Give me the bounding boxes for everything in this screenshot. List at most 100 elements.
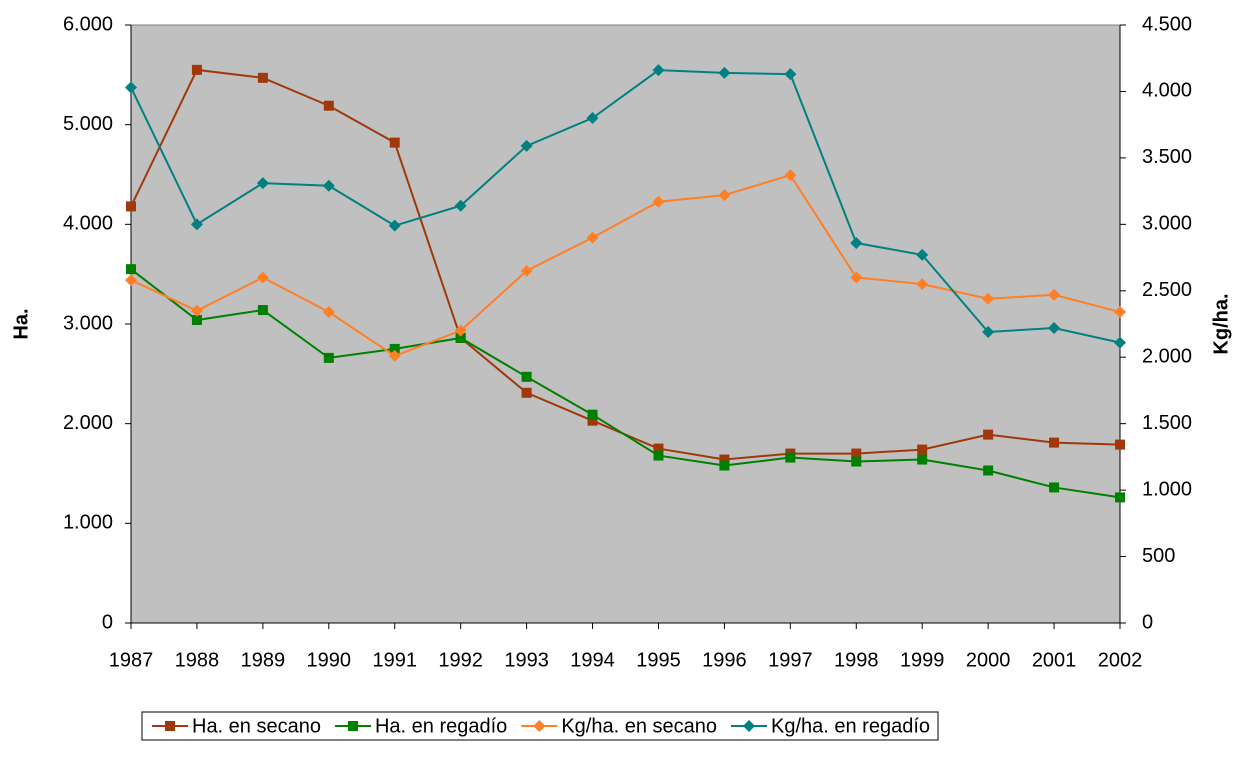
y2-tick-label: 3.000 [1142, 213, 1192, 235]
y2-tick-label: 0 [1142, 611, 1153, 633]
marker [850, 271, 863, 284]
marker [916, 248, 929, 261]
marker [1114, 336, 1126, 349]
y-tick-label: 0 [102, 611, 113, 633]
marker [165, 721, 175, 731]
marker [256, 271, 269, 284]
marker [521, 371, 532, 382]
marker [455, 332, 466, 343]
plot-area [130, 24, 1121, 624]
marker [1048, 321, 1061, 334]
y2-tick-label: 1.500 [1142, 412, 1192, 434]
marker [191, 315, 202, 326]
x-tick-label: 1991 [372, 649, 417, 671]
x-tick-label: 1994 [570, 649, 615, 671]
x-tick-label: 1987 [109, 649, 154, 671]
legend-label: Ha. en regadío [375, 715, 507, 737]
marker [850, 236, 863, 249]
marker [1115, 492, 1125, 503]
marker [743, 720, 755, 732]
marker [323, 100, 334, 111]
marker [586, 112, 599, 125]
marker [653, 443, 664, 454]
marker [851, 456, 862, 467]
marker [190, 218, 203, 231]
x-tick-label: 1988 [175, 649, 220, 671]
marker [322, 179, 335, 192]
y-tick-label: 1.000 [63, 512, 113, 534]
x-tick-label: 1993 [504, 649, 549, 671]
marker [917, 444, 928, 455]
marker [257, 72, 268, 83]
marker [983, 465, 994, 476]
y2-tick-label: 3.500 [1142, 146, 1192, 168]
y-tick-label: 6.000 [63, 13, 113, 35]
marker [125, 81, 137, 94]
marker [718, 66, 731, 79]
series-line [130, 69, 1121, 344]
marker [388, 219, 401, 232]
x-tick-label: 1992 [438, 649, 483, 671]
marker [520, 139, 533, 152]
marker [851, 448, 862, 459]
x-tick-label: 1997 [768, 649, 813, 671]
y-tick-label: 4.000 [63, 213, 113, 235]
marker [256, 177, 269, 190]
y-tick-label: 2.000 [63, 412, 113, 434]
marker [347, 721, 358, 731]
marker [718, 189, 731, 202]
marker [917, 454, 928, 465]
marker [191, 64, 202, 75]
marker [982, 292, 995, 305]
marker [653, 450, 664, 461]
marker [520, 264, 533, 277]
y-tick-label: 5.000 [63, 113, 113, 135]
y-tick-label: 3.000 [63, 312, 113, 334]
marker [125, 274, 137, 287]
marker [719, 460, 730, 471]
x-tick-label: 2002 [1098, 649, 1143, 671]
marker [916, 278, 929, 291]
y2-axis-label: Kg/ha. [1210, 293, 1232, 354]
marker [1114, 306, 1126, 319]
marker [1115, 439, 1125, 450]
legend-label: Ha. en secano [192, 715, 321, 737]
marker [521, 387, 532, 398]
marker [257, 305, 268, 316]
marker [389, 137, 400, 148]
marker [719, 454, 730, 465]
y2-tick-label: 2.000 [1142, 346, 1192, 368]
marker [190, 304, 203, 317]
y2-tick-label: 2.500 [1142, 279, 1192, 301]
marker [785, 452, 796, 463]
marker [389, 343, 400, 354]
marker [126, 264, 136, 275]
marker [983, 429, 994, 440]
x-tick-label: 1995 [636, 649, 681, 671]
x-tick-label: 2000 [966, 649, 1011, 671]
series-line [130, 268, 1121, 499]
x-tick-label: 2001 [1032, 649, 1077, 671]
marker [1049, 482, 1060, 493]
marker [784, 68, 797, 81]
marker [126, 201, 136, 212]
marker [388, 349, 401, 362]
marker [587, 415, 598, 426]
marker [533, 720, 546, 732]
x-tick-label: 1990 [307, 649, 352, 671]
marker [1049, 437, 1060, 448]
y2-tick-label: 4.500 [1142, 13, 1192, 35]
y2-tick-label: 500 [1142, 545, 1175, 567]
marker [454, 199, 467, 212]
y2-tick-label: 1.000 [1142, 478, 1192, 500]
y2-tick-label: 4.000 [1142, 80, 1192, 102]
x-tick-label: 1989 [241, 649, 286, 671]
marker [587, 409, 598, 420]
x-tick-label: 1998 [834, 649, 879, 671]
marker [586, 231, 599, 244]
marker [322, 306, 335, 319]
legend-label: Kg/ha. en regadío [771, 715, 930, 737]
marker [454, 324, 467, 337]
marker [652, 64, 665, 77]
